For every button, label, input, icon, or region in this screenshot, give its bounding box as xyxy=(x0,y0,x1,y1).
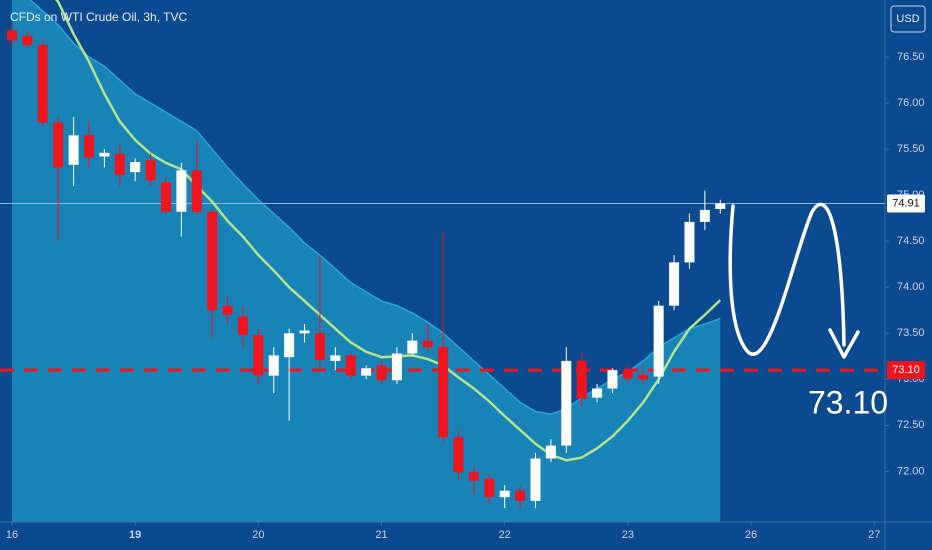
candle-body xyxy=(37,45,48,123)
candle-body xyxy=(284,333,295,358)
candle-body xyxy=(314,333,325,360)
x-tick-label: 23 xyxy=(622,529,634,541)
candle-body xyxy=(468,472,479,481)
candle-body xyxy=(561,360,572,446)
last-price-label: 74.91 xyxy=(892,197,920,209)
candle-body xyxy=(592,388,603,398)
y-tick-label: 76.50 xyxy=(897,51,925,63)
candle-body xyxy=(345,355,356,376)
candle-body xyxy=(145,160,156,181)
band-area xyxy=(12,0,721,522)
band-line xyxy=(29,0,721,416)
candle-body xyxy=(22,35,33,46)
candle-body xyxy=(453,437,464,473)
x-tick-label: 21 xyxy=(375,529,387,541)
candle-body xyxy=(422,340,433,348)
candle-body xyxy=(99,152,110,157)
candle-body xyxy=(622,370,633,379)
candle-body xyxy=(222,305,233,315)
candle-body xyxy=(515,490,526,501)
candle-body xyxy=(53,122,64,168)
candle-body xyxy=(484,478,495,498)
candle-body xyxy=(438,347,449,438)
x-tick-label: 22 xyxy=(499,529,511,541)
y-tick-label: 72.50 xyxy=(897,419,925,431)
candle-body xyxy=(407,340,418,354)
candle-body xyxy=(130,162,141,173)
candle-body xyxy=(237,316,248,336)
candle-body xyxy=(545,445,556,459)
candle-body xyxy=(530,458,541,501)
candle-body xyxy=(653,305,664,377)
annotation: 73.10 xyxy=(808,384,888,420)
x-tick-label: 16 xyxy=(6,529,18,541)
axes: 72.0072.5073.0073.5074.0074.5075.0075.50… xyxy=(6,51,925,541)
ema-line xyxy=(55,0,722,462)
y-tick-label: 75.50 xyxy=(897,143,925,155)
candle-body xyxy=(638,374,649,380)
candle-body xyxy=(191,170,202,212)
candle-body xyxy=(114,153,125,175)
y-tick-label: 74.50 xyxy=(897,235,925,247)
y-tick-label: 76.00 xyxy=(897,97,925,109)
drawn-arrow xyxy=(728,202,860,359)
x-tick-label: 19 xyxy=(129,529,141,541)
candle-body xyxy=(68,135,79,165)
plot-area xyxy=(0,0,885,522)
candle-body xyxy=(699,209,710,222)
candle-body xyxy=(176,170,187,212)
candle-body xyxy=(576,360,587,399)
candle-body xyxy=(83,135,94,158)
last-price-box xyxy=(887,194,925,213)
candle-body xyxy=(715,203,726,209)
candle-body xyxy=(330,355,341,361)
y-tick-label: 74.00 xyxy=(897,281,925,293)
chart-title: CFDs on WTI Crude Oil, 3h, TVC xyxy=(10,10,187,24)
target-price-label: 73.10 xyxy=(892,364,920,376)
candle-body xyxy=(684,221,695,263)
candle-body xyxy=(499,490,510,498)
x-tick-label: 27 xyxy=(868,529,880,541)
candle-body xyxy=(253,335,264,376)
candle-body xyxy=(160,182,171,212)
y-tick-label: 72.00 xyxy=(897,465,925,477)
candle-body xyxy=(207,211,218,311)
candle-body xyxy=(669,262,680,306)
x-tick-label: 20 xyxy=(252,529,264,541)
candle-body xyxy=(299,330,310,334)
currency-button[interactable] xyxy=(890,5,926,33)
y-tick-label: 73.50 xyxy=(897,327,925,339)
candle-body xyxy=(376,365,387,381)
candle-body xyxy=(361,368,372,376)
x-tick-label: 26 xyxy=(745,529,757,541)
target-price-box xyxy=(887,361,925,380)
currency-label[interactable]: USD xyxy=(896,13,919,25)
candle-body xyxy=(391,353,402,381)
candle-body xyxy=(607,370,618,389)
candle-body xyxy=(268,355,279,376)
candle-body xyxy=(7,30,18,41)
